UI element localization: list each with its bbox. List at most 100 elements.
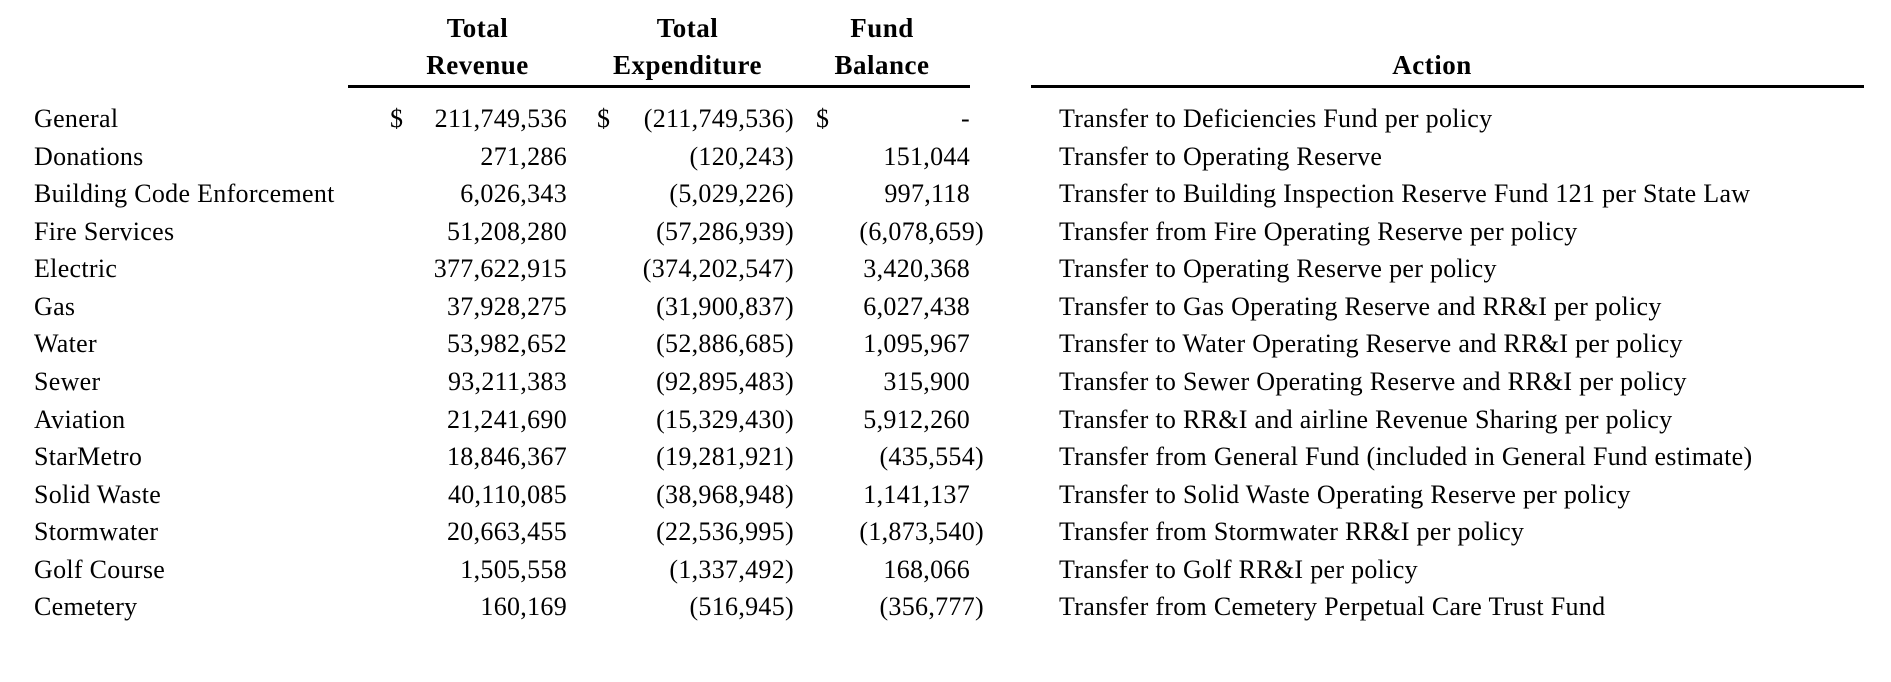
- table-row-gas: Gas 37,928,275 (31,900,837) 6,027,438 Tr…: [0, 288, 1891, 326]
- expenditure-value: (1,337,492): [669, 554, 794, 584]
- action-text: Transfer to Operating Reserve per policy: [1059, 254, 1497, 284]
- header-underline-numeric-columns: [348, 85, 970, 88]
- expenditure-value: (374,202,547): [642, 254, 794, 284]
- revenue-value: 40,110,085: [447, 479, 567, 509]
- fund-name: Stormwater: [34, 517, 159, 547]
- currency-symbol: $: [816, 104, 830, 133]
- table-row-solid-waste: Solid Waste 40,110,085 (38,968,948) 1,14…: [0, 476, 1891, 514]
- revenue-value: 51,208,280: [447, 216, 567, 246]
- header-line: Total: [656, 13, 719, 43]
- expenditure-value: (38,968,948): [656, 479, 794, 509]
- expenditure-value: (120,243): [689, 141, 794, 171]
- table-row-sewer: Sewer 93,211,383 (92,895,483) 315,900 Tr…: [0, 363, 1891, 401]
- header-line: Fund: [850, 13, 914, 43]
- fund-name: General: [34, 104, 119, 133]
- action-text: Transfer to Sewer Operating Reserve and …: [1059, 366, 1687, 396]
- fund-name: Aviation: [34, 404, 126, 434]
- balance-value: $ -: [794, 100, 984, 138]
- table-row-water: Water 53,982,652 (52,886,685) 1,095,967 …: [0, 325, 1891, 363]
- fund-name: Golf Course: [34, 554, 166, 584]
- action-text: Transfer to Golf RR&I per policy: [1059, 554, 1418, 584]
- fund-name: Donations: [34, 141, 144, 171]
- balance-value: 1,141,137: [863, 479, 970, 509]
- balance-value: 1,095,967: [863, 329, 970, 359]
- balance-value: (356,777): [879, 592, 984, 622]
- balance-value: 3,420,368: [863, 254, 970, 284]
- action-text: Transfer to Deficiencies Fund per policy: [1059, 104, 1493, 133]
- action-text: Transfer to Gas Operating Reserve and RR…: [1059, 291, 1662, 321]
- fund-name: Water: [34, 329, 97, 359]
- balance-value: 315,900: [883, 366, 970, 396]
- table-row-building-code-enforcement: Building Code Enforcement 6,026,343 (5,0…: [0, 175, 1891, 213]
- column-header-total-expenditure: Total Expenditure: [581, 10, 794, 84]
- revenue-value: 271,286: [480, 141, 567, 171]
- balance-value: (1,873,540): [859, 517, 984, 547]
- action-text: Transfer to RR&I and airline Revenue Sha…: [1059, 404, 1673, 434]
- action-text: Transfer to Water Operating Reserve and …: [1059, 329, 1683, 359]
- fund-name: Solid Waste: [34, 479, 162, 509]
- expenditure-value: (92,895,483): [656, 366, 794, 396]
- expenditure-value: (52,886,685): [656, 329, 794, 359]
- balance-value: 6,027,438: [863, 291, 970, 321]
- fund-name: Sewer: [34, 366, 101, 396]
- currency-symbol: $: [597, 104, 611, 133]
- fund-name: Fire Services: [34, 216, 175, 246]
- action-text: Transfer to Building Inspection Reserve …: [1059, 179, 1751, 209]
- table-row-stormwater: Stormwater 20,663,455 (22,536,995) (1,87…: [0, 513, 1891, 551]
- table-row-general: General $211,749,536 $ (211,749,536) $ - T…: [0, 100, 1891, 138]
- revenue-value: $211,749,536: [374, 100, 581, 138]
- action-text: Transfer to Operating Reserve: [1059, 141, 1383, 171]
- fund-table: General $211,749,536 $ (211,749,536) $ - T…: [0, 100, 1891, 626]
- revenue-value: 160,169: [480, 592, 567, 622]
- expenditure-value: (31,900,837): [656, 291, 794, 321]
- fund-name: Gas: [34, 291, 76, 321]
- revenue-value: 21,241,690: [447, 404, 567, 434]
- table-row-aviation: Aviation 21,241,690 (15,329,430) 5,912,2…: [0, 401, 1891, 439]
- expenditure-value: $ (211,749,536): [581, 100, 794, 138]
- action-text: Transfer from Fire Operating Reserve per…: [1059, 216, 1578, 246]
- revenue-value: 53,982,652: [447, 329, 567, 359]
- header-line: Total: [446, 13, 509, 43]
- column-header-action: Action: [1392, 50, 1472, 80]
- column-header-fund-balance: Fund Balance: [794, 10, 970, 84]
- expenditure-value: (19,281,921): [656, 442, 794, 472]
- expenditure-value: (5,029,226): [669, 179, 794, 209]
- fund-name: StarMetro: [34, 442, 143, 472]
- header-line: Revenue: [426, 50, 529, 80]
- table-row-electric: Electric 377,622,915 (374,202,547) 3,420…: [0, 250, 1891, 288]
- table-row-starmetro: StarMetro 18,846,367 (19,281,921) (435,5…: [0, 438, 1891, 476]
- expenditure-value: (22,536,995): [656, 517, 794, 547]
- revenue-value: 37,928,275: [447, 291, 567, 321]
- balance-value: (6,078,659): [859, 216, 984, 246]
- header-line: Expenditure: [612, 50, 763, 80]
- revenue-value: 1,505,558: [460, 554, 567, 584]
- table-row-cemetery: Cemetery 160,169 (516,945) (356,777) Tra…: [0, 588, 1891, 626]
- action-text: Transfer from Cemetery Perpetual Care Tr…: [1059, 592, 1606, 622]
- fund-name: Electric: [34, 254, 118, 284]
- revenue-value: 377,622,915: [433, 254, 567, 284]
- table-row-donations: Donations 271,286 (120,243) 151,044 Tran…: [0, 138, 1891, 176]
- header-line: Balance: [834, 50, 930, 80]
- action-text: Transfer from Stormwater RR&I per policy: [1059, 517, 1525, 547]
- revenue-value: 18,846,367: [447, 442, 567, 472]
- expenditure-value: (57,286,939): [656, 216, 794, 246]
- currency-symbol: $: [390, 104, 404, 133]
- fund-name: Cemetery: [34, 592, 138, 622]
- expenditure-value: (15,329,430): [656, 404, 794, 434]
- action-text: Transfer from General Fund (included in …: [1059, 442, 1753, 472]
- action-text: Transfer to Solid Waste Operating Reserv…: [1059, 479, 1631, 509]
- balance-value: 168,066: [883, 554, 970, 584]
- revenue-value: 93,211,383: [447, 366, 567, 396]
- header-underline-action-column: [1031, 85, 1864, 88]
- table-row-fire-services: Fire Services 51,208,280 (57,286,939) (6…: [0, 213, 1891, 251]
- revenue-value: 6,026,343: [460, 179, 567, 209]
- balance-value: 151,044: [883, 141, 970, 171]
- column-header-total-revenue: Total Revenue: [374, 10, 581, 84]
- revenue-value: 20,663,455: [447, 517, 567, 547]
- expenditure-value: (516,945): [689, 592, 794, 622]
- balance-value: 5,912,260: [863, 404, 970, 434]
- fund-name: Building Code Enforcement: [34, 179, 335, 209]
- table-row-golf-course: Golf Course 1,505,558 (1,337,492) 168,06…: [0, 551, 1891, 589]
- balance-value: 997,118: [884, 179, 970, 209]
